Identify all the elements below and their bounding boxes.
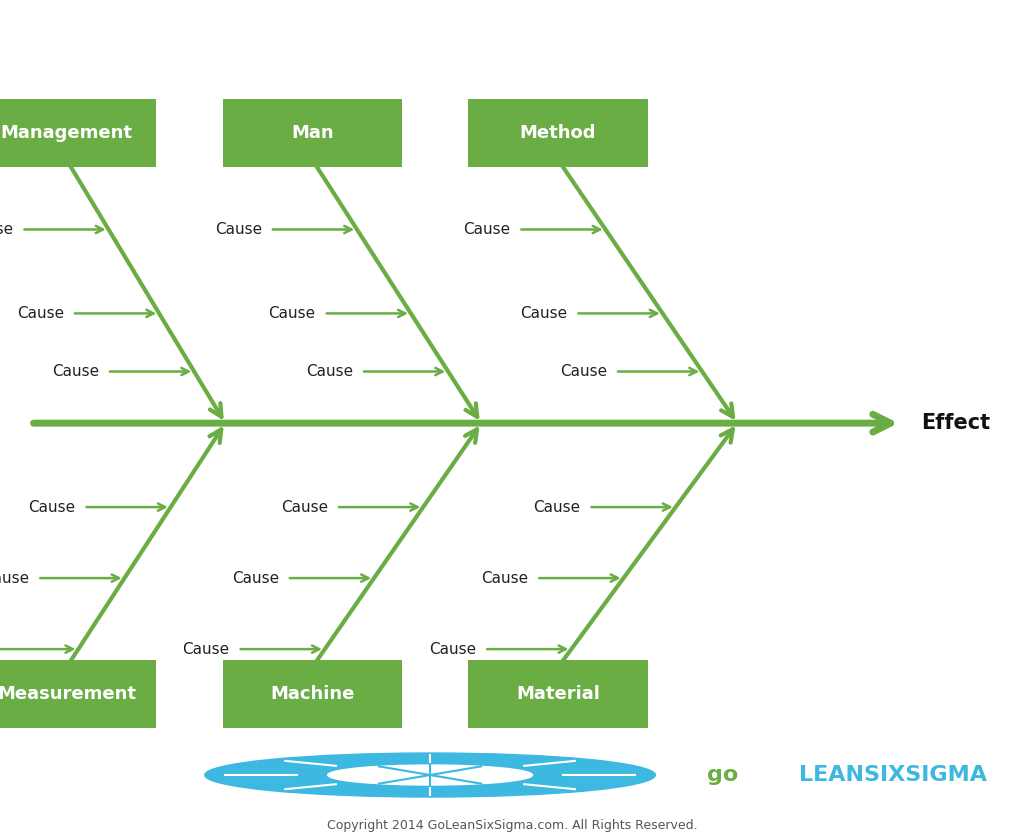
- Text: Fishbone Diagram: Fishbone Diagram: [341, 27, 683, 60]
- Text: Cause: Cause: [520, 306, 567, 321]
- Text: Cause: Cause: [534, 500, 581, 515]
- Text: Cause: Cause: [306, 364, 353, 379]
- Text: Cause: Cause: [16, 306, 63, 321]
- FancyBboxPatch shape: [222, 661, 401, 728]
- Text: Cause: Cause: [215, 222, 262, 237]
- FancyBboxPatch shape: [0, 661, 156, 728]
- Circle shape: [328, 765, 532, 785]
- Text: go: go: [707, 765, 738, 785]
- Text: Cause: Cause: [182, 641, 229, 656]
- Text: Cause: Cause: [463, 222, 510, 237]
- Text: LEANSIXSIGMA: LEANSIXSIGMA: [799, 765, 987, 785]
- Text: Cause: Cause: [268, 306, 315, 321]
- Text: Copyright 2014 GoLeanSixSigma.com. All Rights Reserved.: Copyright 2014 GoLeanSixSigma.com. All R…: [327, 819, 697, 831]
- Text: Cause: Cause: [52, 364, 99, 379]
- FancyBboxPatch shape: [469, 661, 648, 728]
- FancyBboxPatch shape: [0, 99, 156, 167]
- Text: Material: Material: [516, 686, 600, 703]
- Text: Effect: Effect: [922, 413, 991, 433]
- Text: Cause: Cause: [481, 571, 528, 586]
- Text: Management: Management: [1, 123, 132, 142]
- Text: Method: Method: [520, 123, 596, 142]
- FancyBboxPatch shape: [469, 99, 648, 167]
- Text: Cause: Cause: [0, 222, 13, 237]
- Text: Measurement: Measurement: [0, 686, 136, 703]
- FancyBboxPatch shape: [222, 99, 401, 167]
- Text: Cause: Cause: [429, 641, 476, 656]
- Circle shape: [205, 753, 655, 797]
- Text: Man: Man: [291, 123, 334, 142]
- Text: Cause: Cause: [281, 500, 328, 515]
- Text: Cause: Cause: [29, 500, 76, 515]
- Text: Cause: Cause: [231, 571, 279, 586]
- Text: Cause: Cause: [560, 364, 607, 379]
- Text: Machine: Machine: [270, 686, 354, 703]
- Text: Cause: Cause: [0, 571, 30, 586]
